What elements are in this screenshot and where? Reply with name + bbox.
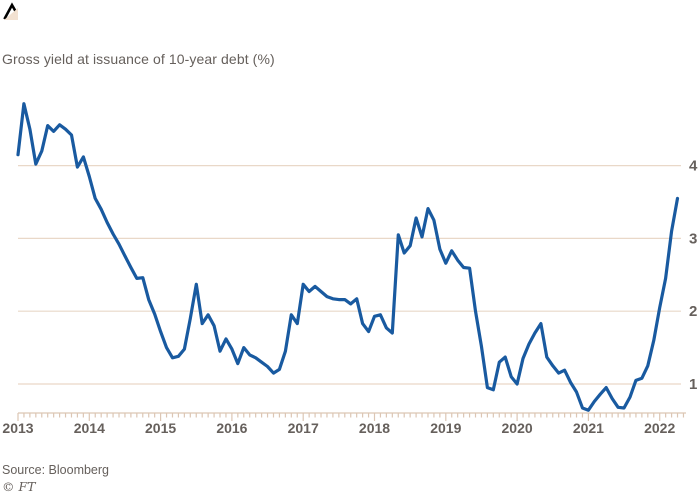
ft-copyright: © FT (2, 479, 36, 494)
x-tick-label: 2019 (430, 420, 461, 436)
trend-zigzag-mark-icon (3, 2, 18, 20)
x-tick-label: 2016 (216, 420, 247, 436)
x-tick-label: 2018 (359, 420, 390, 436)
x-tick-label: 2022 (644, 420, 675, 436)
y-tick-label: 2 (689, 303, 697, 320)
source-note: Source: Bloomberg (2, 463, 110, 477)
resize-corner-triangle-icon (4, 8, 18, 20)
x-tick-label: 2017 (288, 420, 319, 436)
x-tick-label: 2020 (502, 420, 533, 436)
x-tick-label: 2015 (145, 420, 176, 436)
x-tick-label: 2013 (2, 420, 33, 436)
x-tick-label: 2014 (74, 420, 105, 436)
chart-title: Gross yield at issuance of 10-year debt … (2, 51, 275, 67)
y-tick-label: 3 (689, 230, 697, 247)
y-tick-label: 1 (689, 376, 697, 393)
series-line-yield (16, 102, 680, 412)
x-tick-label: 2021 (573, 420, 604, 436)
y-tick-label: 4 (689, 158, 698, 175)
